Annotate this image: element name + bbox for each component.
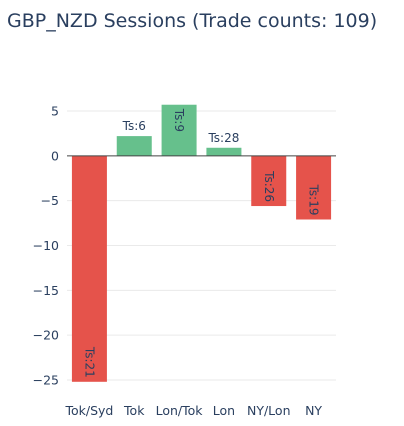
y-tick-label: −20 <box>33 328 59 343</box>
bar-ny-lon <box>251 155 287 207</box>
chart-title: GBP_NZD Sessions (Trade counts: 109) <box>7 10 378 32</box>
x-tick-label: Tok <box>123 403 145 418</box>
y-tick-label: −15 <box>33 283 59 298</box>
bar-data-label: Ts:9 <box>172 108 186 132</box>
y-tick-label: −25 <box>33 373 59 388</box>
x-tick-label: Lon <box>213 403 235 418</box>
bar-data-label: Ts:21 <box>82 346 96 378</box>
y-tick-label: −5 <box>41 193 59 208</box>
bar-ny <box>296 155 332 220</box>
bar-data-label: Ts:26 <box>262 170 276 202</box>
bar-tok-syd <box>71 155 107 382</box>
y-tick-label: −10 <box>33 238 59 253</box>
x-tick-label: NY <box>305 403 322 418</box>
x-tick-label: Lon/Tok <box>156 403 204 418</box>
bars <box>71 104 332 382</box>
x-tick-label: Tok/Syd <box>64 403 113 418</box>
bar-lon-tok <box>161 104 197 156</box>
x-tick-label: NY/Lon <box>247 403 291 418</box>
labels: 5 0 −5 −10 −15 −20 −25 Ts:21 Tok/Syd Ts:6 Tok Ts:9 L… <box>33 104 323 419</box>
bar-data-label: Ts:19 <box>307 184 321 216</box>
bar-data-label: Ts:28 <box>207 131 239 145</box>
bar-lon <box>206 147 242 156</box>
bar-data-label: Ts:6 <box>122 119 146 133</box>
y-tick-label: 0 <box>51 148 59 163</box>
gridlines <box>67 110 336 381</box>
bar-tok <box>116 136 152 156</box>
y-tick-label: 5 <box>51 104 59 119</box>
